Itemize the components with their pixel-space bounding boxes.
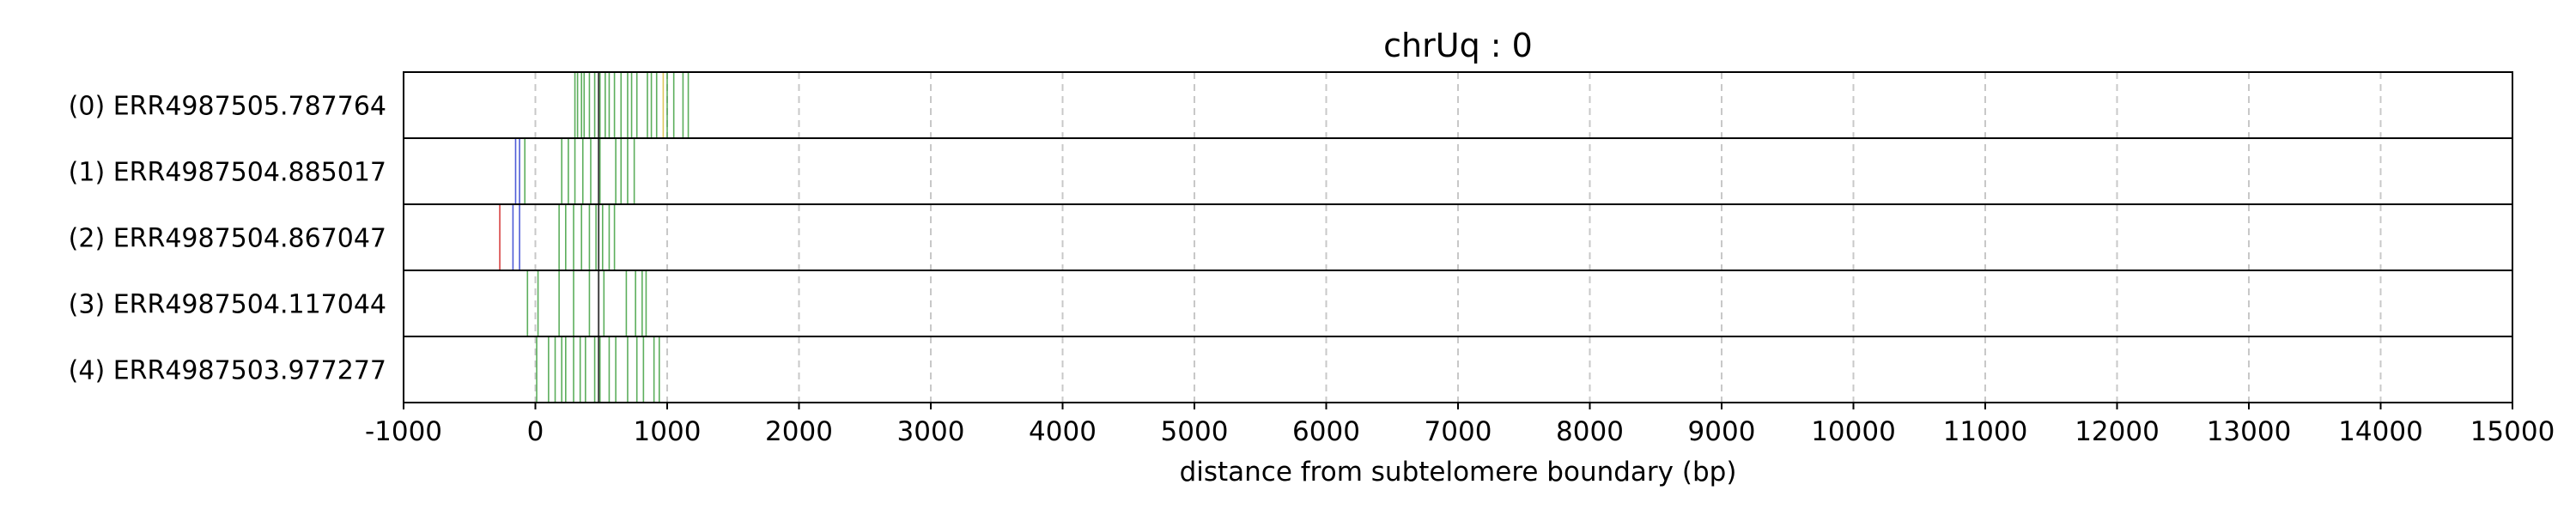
x-tick-label-12: 11000: [1943, 416, 2028, 447]
read-label-2: (2) ERR4987504.867047: [69, 224, 386, 254]
x-tick-label-1: 0: [527, 416, 544, 447]
chart-title: chrUq : 0: [1383, 27, 1533, 64]
x-tick-label-11: 10000: [1811, 416, 1896, 447]
x-tick-label-6: 5000: [1161, 416, 1229, 447]
read-labels: (0) ERR4987505.787764 (1) ERR4987504.8850…: [69, 92, 386, 386]
x-tick-label-14: 13000: [2207, 416, 2292, 447]
read-marks: [499, 73, 690, 402]
x-tick-label-16: 15000: [2470, 416, 2555, 447]
x-tick-label-13: 12000: [2075, 416, 2160, 447]
x-tick-label-8: 7000: [1425, 416, 1492, 447]
read-label-3: (3) ERR4987504.117044: [69, 290, 386, 320]
read-label-1: (1) ERR4987504.885017: [69, 158, 386, 188]
read-track-frames: [403, 71, 2513, 403]
read-track-2: [403, 203, 2513, 271]
read-label-0: (0) ERR4987505.787764: [69, 92, 386, 122]
grid-lines: [534, 72, 2382, 403]
x-tick-label-15: 14000: [2338, 416, 2423, 447]
read-track-4: [403, 336, 2513, 403]
x-tick-label-2: 1000: [634, 416, 702, 447]
x-tick-label-3: 2000: [765, 416, 833, 447]
x-tick-label-4: 3000: [897, 416, 965, 447]
x-tick-label-5: 4000: [1029, 416, 1097, 447]
x-axis-title: distance from subtelomere boundary (bp): [1180, 457, 1737, 488]
x-axis: -1000 0 1000 2000 3000 4000 5000 6000 7000 8000 90…: [365, 403, 2555, 447]
x-tick-label-0: -1000: [365, 416, 442, 447]
x-tick-label-10: 9000: [1688, 416, 1756, 447]
x-tick-label-9: 8000: [1556, 416, 1624, 447]
read-label-4: (4) ERR4987503.977277: [69, 356, 386, 386]
x-tick-label-7: 6000: [1292, 416, 1360, 447]
read-track-0: [403, 71, 2513, 139]
